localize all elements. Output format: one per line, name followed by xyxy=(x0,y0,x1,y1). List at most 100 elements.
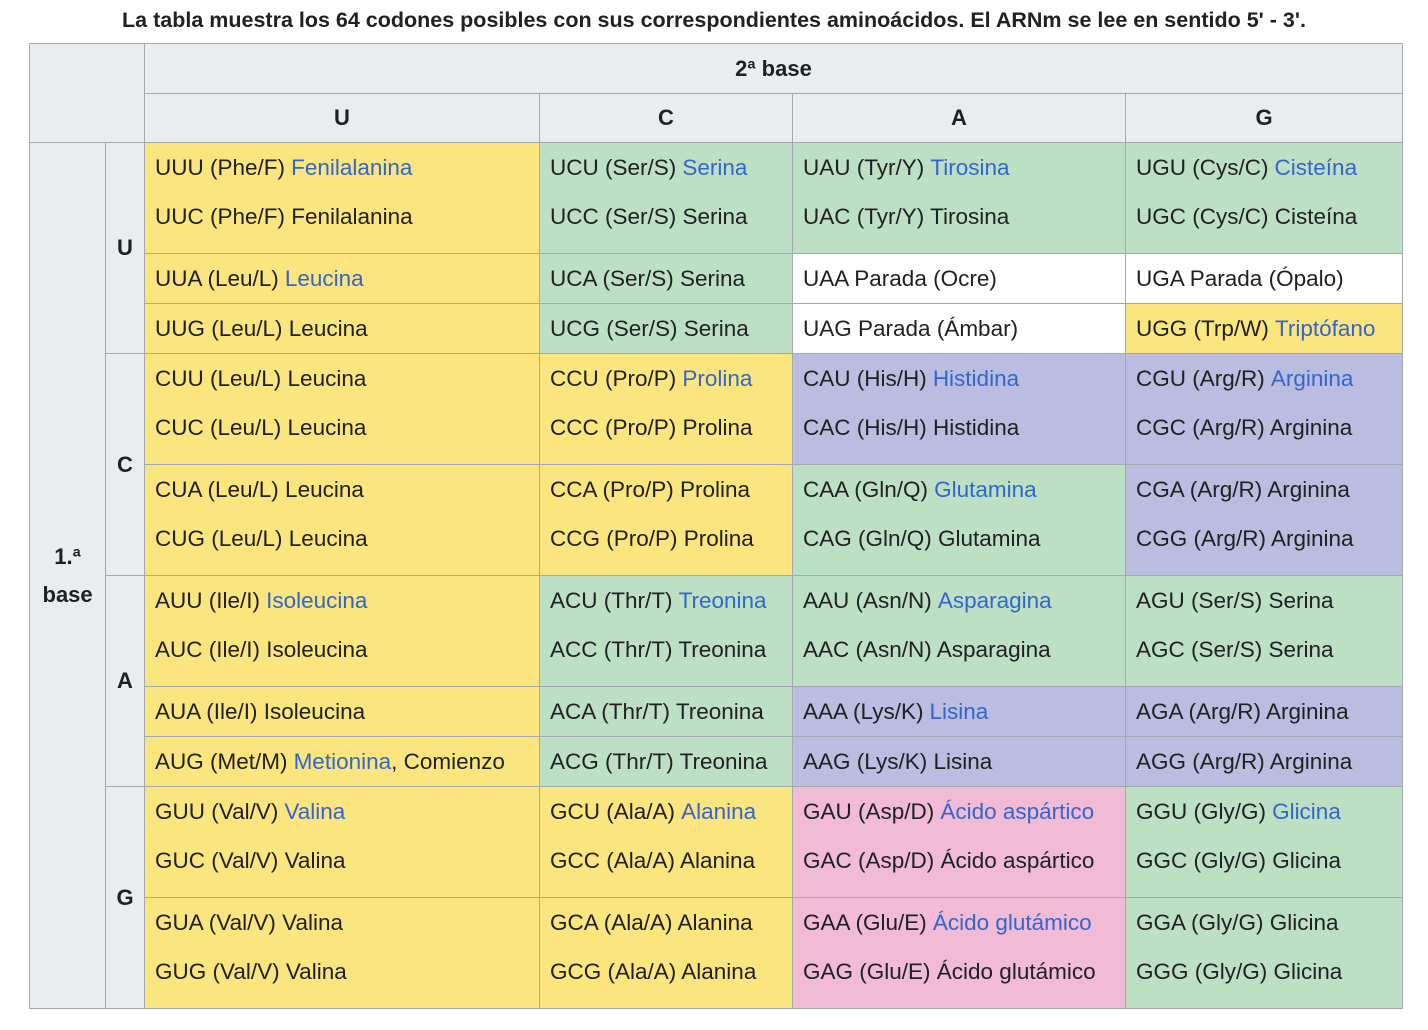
amino-acid-link[interactable]: Tirosina xyxy=(930,155,1010,180)
codon-cell: UUU (Phe/F) Fenilalanina UUC (Phe/F) Fenil… xyxy=(144,142,540,254)
codon-text: UUG (Leu/L) Leucina xyxy=(155,316,368,341)
amino-acid-link[interactable]: Alanina xyxy=(681,799,757,824)
codon-line: CGA (Arg/R) Arginina xyxy=(1136,476,1350,504)
codon-text: GUC (Val/V) Valina xyxy=(155,848,346,873)
codon-cell: GGU (Gly/G) Glicina GGC (Gly/G) Glicina xyxy=(1125,786,1403,898)
codon-line: CAU (His/H) Histidina xyxy=(803,365,1019,393)
codon-line: CGC (Arg/R) Arginina xyxy=(1136,414,1352,442)
codon-text: GAG (Glu/E) Ácido glutámico xyxy=(803,959,1096,984)
codon-text: ACG (Thr/T) Treonina xyxy=(550,749,768,774)
amino-acid-link[interactable]: Glicina xyxy=(1272,799,1341,824)
codon-line: CCU (Pro/P) Prolina xyxy=(550,365,752,393)
codon-text: UCA (Ser/S) Serina xyxy=(550,266,746,291)
first-base-letter: A xyxy=(105,575,145,787)
amino-acid-link[interactable]: Histidina xyxy=(932,366,1020,391)
codon-line: AAA (Lys/K) Lisina xyxy=(803,698,988,726)
codon-cell: AAA (Lys/K) Lisina xyxy=(792,686,1126,737)
codon-line: GGG (Gly/G) Glicina xyxy=(1136,958,1342,986)
codon-text: AGG (Arg/R) Arginina xyxy=(1136,749,1353,774)
amino-acid-link[interactable]: Prolina xyxy=(682,366,753,391)
amino-acid-link[interactable]: Arginina xyxy=(1270,366,1354,391)
codon-text: CAG (Gln/Q) Glutamina xyxy=(803,526,1041,551)
codon-text: CAU (His/H) xyxy=(803,366,927,391)
amino-acid-link[interactable]: Lisina xyxy=(929,699,989,724)
codon-text: CUA (Leu/L) Leucina xyxy=(155,477,364,502)
codon-text: UCU (Ser/S) xyxy=(550,155,677,180)
codon-text: GAC (Asp/D) Ácido aspártico xyxy=(803,848,1095,873)
codon-line: CAG (Gln/Q) Glutamina xyxy=(803,525,1041,553)
amino-acid-link[interactable]: Ácido aspártico xyxy=(940,799,1095,824)
codon-cell: AUU (Ile/I) Isoleucina AUC (Ile/I) Isoleuc… xyxy=(144,575,540,687)
codon-line: GGU (Gly/G) Glicina xyxy=(1136,798,1341,826)
amino-acid-link[interactable]: Asparagina xyxy=(937,588,1052,613)
codon-line: GUC (Val/V) Valina xyxy=(155,847,345,875)
codon-text: AUC (Ile/I) Isoleucina xyxy=(155,637,368,662)
codon-cell: UUA (Leu/L) Leucina xyxy=(144,253,540,304)
column-header: A xyxy=(792,93,1126,143)
codon-text: GUG (Val/V) Valina xyxy=(155,959,347,984)
amino-acid-link[interactable]: Metionina xyxy=(293,749,392,774)
codon-line: GAA (Glu/E) Ácido glutámico xyxy=(803,909,1092,937)
codon-line: AAC (Asn/N) Asparagina xyxy=(803,636,1051,664)
codon-text: ACA (Thr/T) Treonina xyxy=(550,699,764,724)
amino-acid-link[interactable]: Ácido glutámico xyxy=(932,910,1092,935)
codon-text: UGG (Trp/W) xyxy=(1136,316,1269,341)
amino-acid-link[interactable]: Fenilalanina xyxy=(291,155,413,180)
codon-line: AGA (Arg/R) Arginina xyxy=(1136,698,1349,726)
codon-line: ACU (Thr/T) Treonina xyxy=(550,587,767,615)
codon-text: UAG Parada (Ámbar) xyxy=(803,316,1019,341)
codon-text: CUC (Leu/L) Leucina xyxy=(155,415,367,440)
codon-line: UUU (Phe/F) Fenilalanina xyxy=(155,154,412,182)
codon-text: AGC (Ser/S) Serina xyxy=(1136,637,1334,662)
codon-text: AUU (Ile/I) xyxy=(155,588,261,613)
codon-text: UGC (Cys/C) Cisteína xyxy=(1136,204,1358,229)
codon-text: UCG (Ser/S) Serina xyxy=(550,316,749,341)
codon-text: CUU (Leu/L) Leucina xyxy=(155,366,367,391)
codon-line: CAA (Gln/Q) Glutamina xyxy=(803,476,1037,504)
codon-cell: AGA (Arg/R) Arginina xyxy=(1125,686,1403,737)
codon-cell: ACU (Thr/T) Treonina ACC (Thr/T) Treonina xyxy=(539,575,793,687)
amino-acid-link[interactable]: Treonina xyxy=(678,588,767,613)
codon-line: GUA (Val/V) Valina xyxy=(155,909,343,937)
amino-acid-link[interactable]: Isoleucina xyxy=(266,588,368,613)
amino-acid-link[interactable]: Cisteína xyxy=(1274,155,1358,180)
codon-line: ACA (Thr/T) Treonina xyxy=(550,698,764,726)
column-header: U xyxy=(144,93,540,143)
codon-line: GAC (Asp/D) Ácido aspártico xyxy=(803,847,1094,875)
codon-note: , Comienzo xyxy=(391,749,505,774)
codon-line: AGG (Arg/R) Arginina xyxy=(1136,748,1352,776)
amino-acid-link[interactable]: Triptófano xyxy=(1274,316,1376,341)
codon-cell: UGG (Trp/W) Triptófano xyxy=(1125,303,1403,354)
codon-cell: GCU (Ala/A) Alanina GCC (Ala/A) Alanina xyxy=(539,786,793,898)
codon-cell: CAA (Gln/Q) Glutamina CAG (Gln/Q) Glutamin… xyxy=(792,464,1126,576)
codon-line: GAU (Asp/D) Ácido aspártico xyxy=(803,798,1094,826)
amino-acid-link[interactable]: Valina xyxy=(284,799,346,824)
codon-text: GCA (Ala/A) Alanina xyxy=(550,910,753,935)
codon-cell: GGA (Gly/G) Glicina GGG (Gly/G) Glicina xyxy=(1125,897,1403,1009)
amino-acid-link[interactable]: Serina xyxy=(682,155,748,180)
column-header: G xyxy=(1125,93,1403,143)
codon-cell: GAU (Asp/D) Ácido aspártico GAC (Asp/D) Ác… xyxy=(792,786,1126,898)
codon-line: UCG (Ser/S) Serina xyxy=(550,315,749,343)
codon-cell: GUA (Val/V) Valina GUG (Val/V) Valina xyxy=(144,897,540,1009)
codon-line: AUG (Met/M) Metionina, Comienzo xyxy=(155,748,505,776)
codon-line: UAU (Tyr/Y) Tirosina xyxy=(803,154,1010,182)
codon-line: CCG (Pro/P) Prolina xyxy=(550,525,754,553)
first-base-label: 1.ª base xyxy=(42,543,93,607)
codon-cell: ACA (Thr/T) Treonina xyxy=(539,686,793,737)
codon-text: GUU (Val/V) xyxy=(155,799,279,824)
codon-line: UGA Parada (Ópalo) xyxy=(1136,265,1344,293)
codon-line: GGC (Gly/G) Glicina xyxy=(1136,847,1341,875)
codon-cell: GAA (Glu/E) Ácido glutámico GAG (Glu/E) Ác… xyxy=(792,897,1126,1009)
codon-cell: CCA (Pro/P) Prolina CCG (Pro/P) Prolina xyxy=(539,464,793,576)
codon-text: CCU (Pro/P) xyxy=(550,366,677,391)
codon-text: CUG (Leu/L) Leucina xyxy=(155,526,368,551)
codon-text: AUG (Met/M) xyxy=(155,749,288,774)
codon-line: GGA (Gly/G) Glicina xyxy=(1136,909,1339,937)
amino-acid-link[interactable]: Glutamina xyxy=(934,477,1037,502)
codon-text: CCG (Pro/P) Prolina xyxy=(550,526,754,551)
codon-cell: GUU (Val/V) Valina GUC (Val/V) Valina xyxy=(144,786,540,898)
amino-acid-link[interactable]: Leucina xyxy=(284,266,364,291)
codon-line: CUA (Leu/L) Leucina xyxy=(155,476,364,504)
codon-text: UUU (Phe/F) xyxy=(155,155,286,180)
